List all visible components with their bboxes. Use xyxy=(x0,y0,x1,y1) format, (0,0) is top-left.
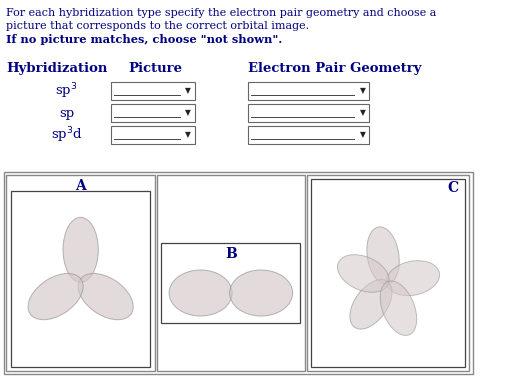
Ellipse shape xyxy=(367,227,399,284)
Ellipse shape xyxy=(63,217,98,282)
Bar xyxy=(111,126,195,144)
Bar xyxy=(307,175,469,371)
Bar xyxy=(11,191,150,367)
Text: C: C xyxy=(447,181,458,195)
Text: ▼: ▼ xyxy=(360,130,365,139)
Text: If no picture matches, choose "not shown".: If no picture matches, choose "not shown… xyxy=(7,34,283,45)
Text: For each hybridization type specify the electron pair geometry and choose a: For each hybridization type specify the … xyxy=(7,8,437,18)
Bar xyxy=(111,104,195,122)
Bar xyxy=(4,172,473,374)
Text: sp: sp xyxy=(59,106,75,119)
Ellipse shape xyxy=(169,270,232,316)
Text: Hybridization: Hybridization xyxy=(7,62,108,75)
Bar xyxy=(310,179,465,367)
Text: picture that corresponds to the correct orbital image.: picture that corresponds to the correct … xyxy=(7,21,309,31)
Ellipse shape xyxy=(350,280,392,329)
Text: ▼: ▼ xyxy=(360,109,365,117)
Bar xyxy=(161,243,300,323)
Ellipse shape xyxy=(28,274,83,320)
Text: sp$^3$: sp$^3$ xyxy=(56,81,78,101)
Ellipse shape xyxy=(230,270,292,316)
Text: ▼: ▼ xyxy=(185,87,191,95)
Bar xyxy=(248,126,369,144)
Text: Electron Pair Geometry: Electron Pair Geometry xyxy=(248,62,422,75)
Ellipse shape xyxy=(78,274,133,320)
Bar xyxy=(7,175,155,371)
Text: sp$^3$d: sp$^3$d xyxy=(51,125,83,145)
Bar xyxy=(111,82,195,100)
Bar xyxy=(157,175,305,371)
Text: B: B xyxy=(225,247,237,261)
Ellipse shape xyxy=(380,281,417,336)
Text: A: A xyxy=(75,179,86,193)
Bar xyxy=(248,104,369,122)
Text: ▼: ▼ xyxy=(185,130,191,139)
Text: ▼: ▼ xyxy=(360,87,365,95)
Text: Picture: Picture xyxy=(128,62,182,75)
Bar xyxy=(248,82,369,100)
Text: ▼: ▼ xyxy=(185,109,191,117)
Ellipse shape xyxy=(338,255,389,292)
Ellipse shape xyxy=(387,261,439,296)
